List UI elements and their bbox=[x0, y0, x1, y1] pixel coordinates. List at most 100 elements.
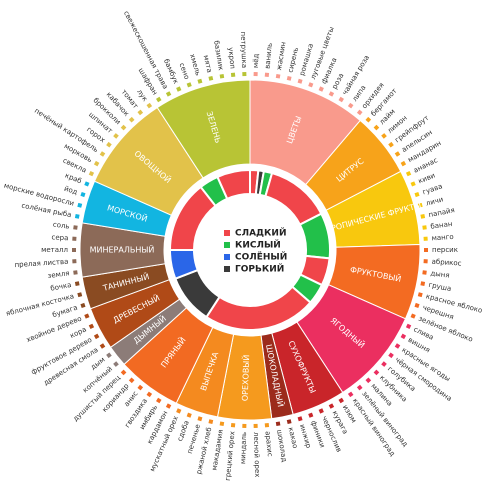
leaf-marker bbox=[74, 281, 80, 286]
legend-label-2: СОЛЁНЫЙ bbox=[235, 251, 287, 263]
leaf-marker bbox=[365, 377, 372, 384]
leaf-marker bbox=[197, 416, 203, 422]
leaf-label: укроп bbox=[226, 47, 236, 69]
leaf-label: арахис bbox=[263, 431, 273, 457]
leaf-marker bbox=[208, 76, 214, 81]
leaf-marker bbox=[99, 151, 106, 157]
leaf-marker bbox=[356, 109, 363, 116]
legend-swatch-2 bbox=[224, 254, 230, 260]
leaf-marker bbox=[394, 151, 401, 157]
leaf-marker bbox=[297, 78, 303, 84]
leaf-label: грецкий орех bbox=[224, 431, 237, 481]
leaf-marker bbox=[230, 423, 236, 428]
leaf-marker bbox=[264, 72, 270, 77]
leaf-marker bbox=[165, 91, 172, 97]
leaf-marker bbox=[137, 109, 144, 116]
leaf-marker bbox=[93, 160, 100, 167]
leaf-label: дыня bbox=[430, 269, 450, 279]
leaf-label: бочка bbox=[50, 281, 72, 293]
leaf-marker bbox=[120, 124, 127, 131]
leaf-marker bbox=[230, 72, 236, 77]
center-disc bbox=[194, 194, 306, 306]
leaf-marker bbox=[308, 412, 314, 418]
legend-swatch-3 bbox=[224, 266, 230, 272]
category-segment-зелень bbox=[156, 79, 251, 179]
leaf-marker bbox=[417, 202, 423, 208]
leaf-label: макадамия bbox=[210, 429, 224, 471]
leaf-marker bbox=[84, 181, 90, 187]
leaf-label: манго bbox=[431, 233, 454, 242]
leaf-marker bbox=[73, 270, 78, 275]
leaf-label: какао bbox=[287, 427, 300, 450]
leaf-marker bbox=[219, 73, 225, 79]
leaf-label: сдоба bbox=[176, 419, 191, 442]
leaf-marker bbox=[400, 160, 407, 167]
leaf-marker bbox=[137, 384, 144, 391]
leaf-marker bbox=[73, 225, 78, 230]
legend-label-1: КИСЛЫЙ bbox=[235, 239, 281, 251]
leaf-marker bbox=[420, 214, 426, 219]
leaf-label: земля bbox=[47, 269, 70, 280]
leaf-label: краб bbox=[64, 172, 83, 186]
leaf-marker bbox=[72, 248, 76, 252]
leaf-label: ваниль bbox=[263, 42, 273, 69]
leaf-label: абрикос bbox=[431, 258, 462, 268]
leaf-marker bbox=[113, 361, 119, 367]
leaf-marker bbox=[186, 82, 192, 88]
leaf-marker bbox=[275, 73, 281, 79]
leaf-marker bbox=[219, 421, 225, 427]
leaf-label: йод bbox=[63, 185, 79, 197]
leaf-label: жасмин bbox=[275, 41, 288, 71]
leaf-marker bbox=[286, 419, 292, 424]
leaf-marker bbox=[99, 343, 106, 349]
leaf-label: металл bbox=[41, 246, 68, 254]
leaf-marker bbox=[88, 323, 95, 330]
leaf-marker bbox=[74, 214, 80, 219]
leaf-marker bbox=[208, 419, 214, 424]
leaf-marker bbox=[165, 403, 172, 409]
leaf-label: папайя bbox=[428, 206, 456, 219]
leaf-label: петрушка bbox=[239, 31, 248, 68]
leaf-marker bbox=[424, 248, 428, 252]
leaf-label: гуава bbox=[421, 182, 443, 196]
leaf-marker bbox=[253, 72, 258, 77]
leaf-marker bbox=[410, 181, 416, 187]
leaf-label: миндаль bbox=[239, 432, 248, 464]
leaf-marker bbox=[156, 397, 162, 404]
leaf-marker bbox=[394, 343, 401, 349]
legend-swatch-1 bbox=[224, 242, 230, 248]
leaf-marker bbox=[318, 408, 324, 414]
leaf-label: банан bbox=[430, 220, 453, 231]
leaf-label: шоколад bbox=[275, 429, 288, 463]
leaf-marker bbox=[365, 116, 372, 123]
leaf-label: груша bbox=[428, 281, 452, 293]
leaf-marker bbox=[156, 96, 162, 103]
leaf-marker bbox=[347, 391, 354, 398]
leaf-marker bbox=[422, 270, 427, 275]
leaf-marker bbox=[88, 170, 95, 177]
leaf-marker bbox=[373, 124, 380, 131]
leaf-marker bbox=[417, 292, 423, 298]
leaf-marker bbox=[423, 259, 428, 264]
leaf-label: прелая листва bbox=[14, 258, 68, 269]
leaf-marker bbox=[275, 421, 281, 427]
leaf-marker bbox=[242, 72, 247, 77]
leaf-marker bbox=[328, 91, 335, 97]
leaf-marker bbox=[106, 141, 112, 148]
leaf-marker bbox=[146, 102, 153, 109]
leaf-marker bbox=[146, 391, 153, 398]
legend-label-3: ГОРЬКИЙ bbox=[235, 263, 284, 275]
leaf-label: лесной орех bbox=[252, 432, 261, 478]
leaf-label: персик bbox=[432, 246, 458, 254]
leaf-marker bbox=[381, 361, 387, 367]
leaf-marker bbox=[120, 369, 127, 376]
leaf-marker bbox=[420, 281, 426, 286]
leaf-marker bbox=[197, 78, 203, 84]
leaf-label: мёд bbox=[252, 53, 260, 68]
leaf-label: инжир bbox=[298, 423, 313, 449]
leaf-marker bbox=[328, 403, 335, 409]
leaf-label: сено bbox=[178, 62, 191, 81]
leaf-marker bbox=[77, 292, 83, 298]
